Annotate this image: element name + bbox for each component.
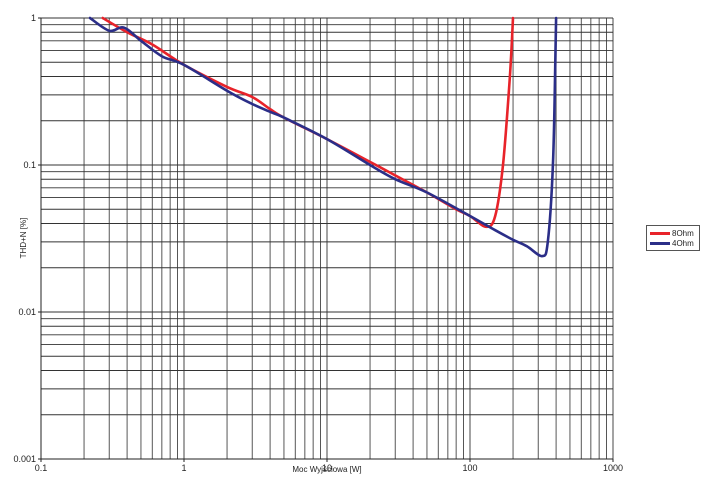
x-tick-label: 100: [462, 463, 477, 473]
legend-swatch-4ohm: [650, 241, 670, 245]
y-tick-label: 1: [31, 13, 36, 23]
x-tick-label: 1000: [603, 463, 623, 473]
y-axis-label: THD+N [%]: [19, 218, 28, 259]
x-tick-label: 0.1: [35, 463, 48, 473]
x-tick-label: 10: [322, 463, 332, 473]
chart-legend: 8Ohm 4Ohm: [646, 225, 700, 251]
legend-swatch-8ohm: [650, 231, 670, 235]
legend-item-8ohm: 8Ohm: [650, 228, 694, 238]
x-tick-label: 1: [181, 463, 186, 473]
y-tick-label: 0.01: [18, 307, 36, 317]
series-line-8ohm: [101, 16, 515, 229]
chart-axes: 0.1 1 10 100 1000 0.001 0.01 0.1 1: [13, 13, 623, 473]
y-tick-label: 0.1: [23, 160, 36, 170]
x-axis-label: Moc Wyjściowa [W]: [292, 465, 361, 474]
legend-item-4ohm: 4Ohm: [650, 238, 694, 248]
chart-grid: [40, 17, 614, 460]
chart-series: [88, 16, 558, 258]
series-line-4ohm: [88, 16, 558, 258]
legend-label-4ohm: 4Ohm: [672, 238, 694, 248]
legend-label-8ohm: 8Ohm: [672, 228, 694, 238]
y-tick-label: 0.001: [13, 454, 36, 464]
